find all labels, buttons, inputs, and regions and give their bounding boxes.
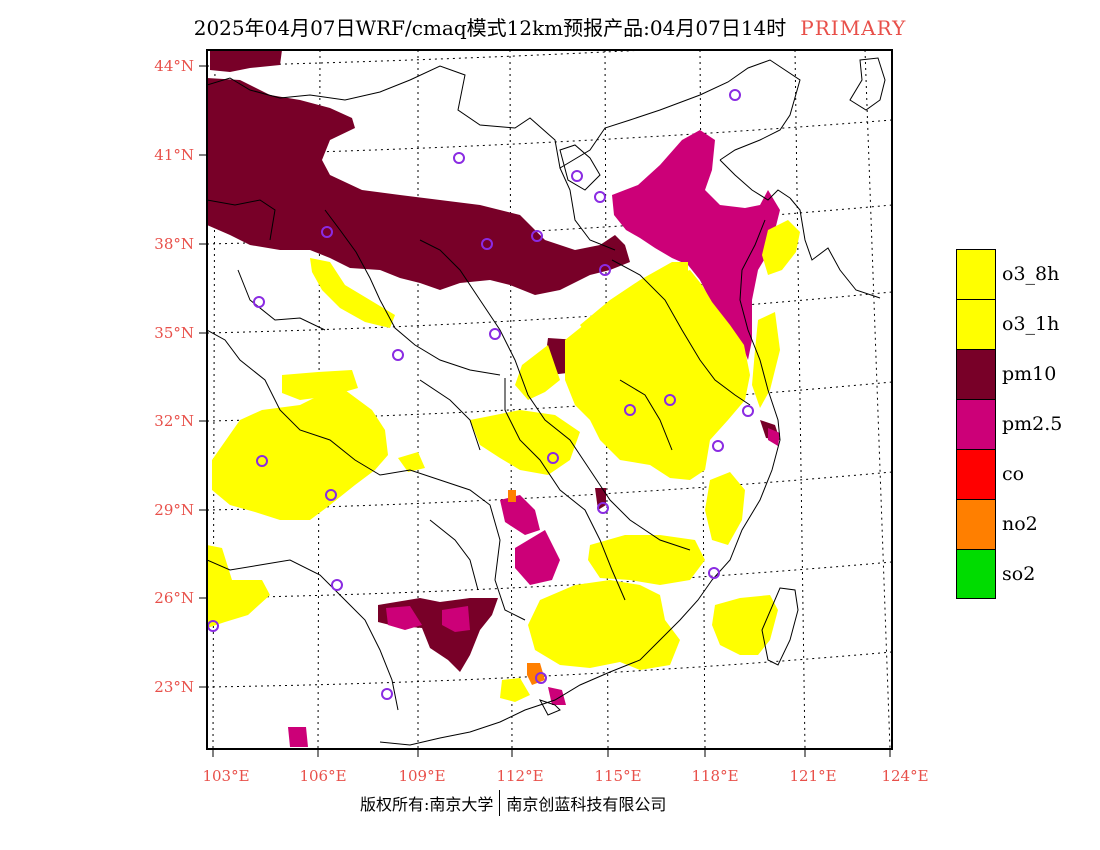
legend-label: no2 <box>1002 513 1038 535</box>
legend-label: so2 <box>1002 563 1036 585</box>
legend-label: pm10 <box>1002 363 1057 385</box>
lon-labels: 103°E 106°E 109°E 112°E 115°E 118°E 121°… <box>202 767 928 785</box>
lat-label: 32°N <box>154 412 194 430</box>
legend-label: o3_1h <box>1002 313 1060 335</box>
legend-item-o3-1h: o3_1h <box>956 299 1062 349</box>
footer-divider <box>499 790 501 816</box>
lon-label: 121°E <box>789 767 836 785</box>
legend-swatch <box>956 399 996 449</box>
legend-swatch <box>956 299 996 349</box>
footer-company: 南京创蓝科技有限公司 <box>506 795 667 814</box>
legend: o3_8h o3_1h pm10 pm2.5 co no2 so2 <box>956 249 1062 599</box>
lon-label: 112°E <box>496 767 543 785</box>
no2-area <box>508 490 545 685</box>
map-content <box>207 50 892 749</box>
pm25-area <box>288 130 780 747</box>
copyright-footer: 版权所有:南京大学 南京创蓝科技有限公司 <box>360 790 666 816</box>
lon-label: 124°E <box>881 767 928 785</box>
primary-tag: PRIMARY <box>800 16 907 40</box>
legend-swatch <box>956 249 996 299</box>
title-text: 2025年04月07日WRF/cmaq模式12km预报产品:04月07日14时 <box>193 16 787 40</box>
footer-copyright: 版权所有:南京大学 <box>360 795 494 814</box>
lat-label: 23°N <box>154 678 194 696</box>
lat-label: 35°N <box>154 324 194 342</box>
lat-label: 26°N <box>154 589 194 607</box>
legend-item-so2: so2 <box>956 549 1062 599</box>
station-markers <box>207 89 754 700</box>
legend-label: o3_8h <box>1002 263 1060 285</box>
legend-item-pm10: pm10 <box>956 349 1062 399</box>
lon-label: 109°E <box>398 767 445 785</box>
lat-label: 38°N <box>154 235 194 253</box>
lat-label: 29°N <box>154 501 194 519</box>
legend-swatch <box>956 549 996 599</box>
lat-label: 41°N <box>154 146 194 164</box>
legend-swatch <box>956 499 996 549</box>
legend-swatch <box>956 449 996 499</box>
lon-label: 115°E <box>594 767 641 785</box>
legend-label: co <box>1002 463 1025 485</box>
legend-item-no2: no2 <box>956 499 1062 549</box>
map-frame <box>206 49 893 750</box>
lat-label: 44°N <box>154 57 194 75</box>
legend-item-pm25: pm2.5 <box>956 399 1062 449</box>
tick-marks <box>199 65 891 757</box>
legend-item-co: co <box>956 449 1062 499</box>
lon-label: 106°E <box>299 767 346 785</box>
lon-label: 103°E <box>202 767 249 785</box>
lon-label: 118°E <box>691 767 738 785</box>
legend-label: pm2.5 <box>1002 413 1063 435</box>
legend-item-o3-8h: o3_8h <box>956 249 1062 299</box>
legend-swatch <box>956 349 996 399</box>
lat-labels: 44°N 41°N 38°N 35°N 32°N 29°N 26°N 23°N <box>154 57 194 696</box>
map-title: 2025年04月07日WRF/cmaq模式12km预报产品:04月07日14时 P… <box>0 12 1100 41</box>
